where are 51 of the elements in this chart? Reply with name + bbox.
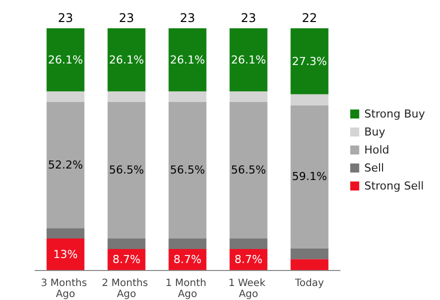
bar	[290, 259, 328, 270]
bar	[168, 102, 206, 239]
annotation: 22	[302, 11, 318, 26]
bar	[230, 91, 268, 102]
data-label: 56.5%	[170, 164, 205, 177]
data-label: 8.7%	[234, 252, 262, 266]
x-tick-label: 2 Months Ago	[102, 278, 152, 300]
data-label: 59.1%	[292, 170, 327, 184]
x-tick-label: Today	[294, 278, 324, 289]
bar	[46, 102, 84, 228]
bar	[230, 102, 268, 239]
bar	[290, 28, 328, 94]
legend-label: Buy	[364, 126, 386, 138]
legend-label: Strong Buy	[364, 108, 426, 120]
bar	[46, 91, 84, 102]
bar	[108, 91, 146, 102]
data-label: 26.1%	[170, 53, 205, 66]
x-tick-label: 1 Month Ago	[165, 278, 210, 300]
data-label: 13%	[53, 248, 78, 261]
data-label: 56.5%	[231, 164, 266, 177]
annotation: 23	[118, 11, 134, 26]
bar	[230, 28, 268, 92]
bar	[168, 91, 206, 102]
x-tick-label: 1 Week Ago	[228, 278, 269, 300]
data-label: 26.1%	[48, 53, 83, 66]
legend-label: Hold	[364, 144, 390, 156]
bar	[46, 28, 84, 92]
annotation: 23	[58, 11, 74, 26]
data-label: 26.1%	[109, 53, 144, 66]
data-label: 8.7%	[174, 252, 202, 266]
bar	[46, 228, 84, 239]
data-label: 8.7%	[112, 252, 140, 266]
bar	[108, 238, 146, 249]
data-label: 52.2%	[48, 158, 83, 172]
data-label: 27.3%	[292, 54, 327, 68]
bar	[230, 238, 268, 249]
bar	[290, 248, 328, 260]
legend-label: Strong Sell	[364, 180, 424, 192]
data-label: 26.1%	[231, 53, 266, 66]
data-label: 56.5%	[109, 164, 144, 177]
bar	[168, 238, 206, 249]
legend-label: Sell	[364, 162, 384, 174]
bar	[46, 238, 84, 270]
bar	[108, 28, 146, 92]
annotation: 23	[240, 11, 256, 26]
bar	[108, 102, 146, 239]
bar	[290, 105, 328, 248]
bar	[168, 28, 206, 92]
annotation: 23	[180, 11, 196, 26]
bar	[290, 94, 328, 106]
x-tick-label: 3 Months Ago	[40, 278, 90, 300]
